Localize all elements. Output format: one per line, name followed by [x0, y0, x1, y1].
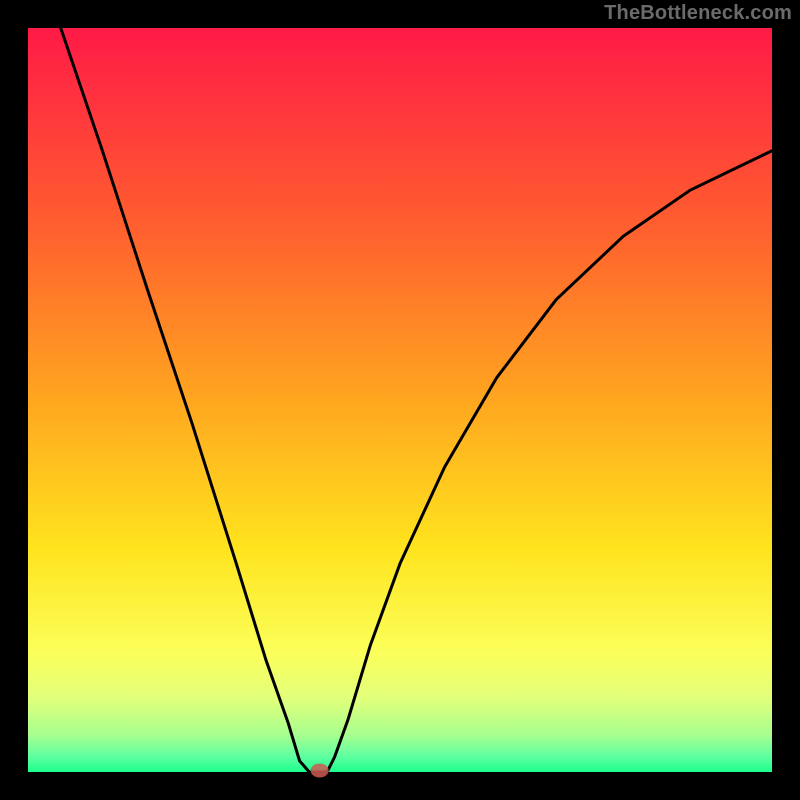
minimum-marker	[311, 764, 329, 778]
chart-stage: TheBottleneck.com	[0, 0, 800, 800]
watermark-text: TheBottleneck.com	[604, 2, 792, 25]
curve-layer	[0, 0, 800, 800]
bottleneck-curve	[61, 28, 772, 772]
